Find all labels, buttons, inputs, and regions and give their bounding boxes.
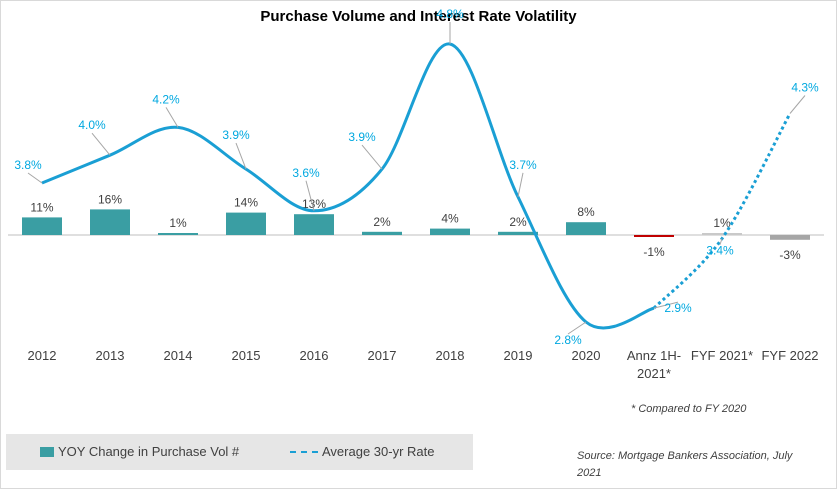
category-label-10: FYF 2021* [691, 348, 753, 363]
bar-label-9: -1% [643, 245, 665, 259]
chart-title: Purchase Volume and Interest Rate Volati… [260, 8, 577, 25]
rate-label-0: 3.8% [14, 158, 42, 172]
rate-leader-2 [165, 107, 179, 128]
category-label-9: Annz 1H- [627, 348, 681, 363]
rate-leader-7 [517, 172, 524, 198]
rate-leader-5 [361, 144, 383, 170]
bar-4 [294, 214, 334, 235]
rate-label-5: 3.9% [348, 130, 376, 144]
rate-leader-8 [567, 321, 587, 335]
category-label-8: 2020 [572, 348, 601, 363]
rate-label-10: 3.4% [706, 244, 734, 258]
bar-9 [634, 235, 674, 237]
category-label-11: FYF 2022 [761, 348, 818, 363]
bar-label-3: 14% [234, 196, 258, 210]
rate-line-dashed [652, 112, 792, 310]
bar-label-7: 2% [509, 215, 527, 229]
category-label-5: 2017 [368, 348, 397, 363]
legend-line-swatch [290, 450, 318, 453]
bar-label-2: 1% [169, 216, 187, 230]
rate-label-6: 4.8% [436, 7, 464, 21]
legend-item-line: Average 30-yr Rate [290, 444, 435, 459]
rate-label-1: 4.0% [78, 118, 106, 132]
bar-5 [362, 231, 402, 235]
rate-label-7: 3.7% [509, 158, 537, 172]
legend-label-line: Average 30-yr Rate [322, 444, 435, 459]
source-note: Source: Mortgage Bankers Association, Ju… [577, 450, 793, 479]
bar-0 [22, 217, 62, 235]
category-label-3: 2015 [232, 348, 261, 363]
bar-label-4: 13% [302, 197, 326, 211]
category-label-1: 2013 [96, 348, 125, 363]
category-label-7: 2019 [504, 348, 533, 363]
bar-label-10: 1% [713, 216, 731, 230]
category-label-9-line2: 2021* [637, 366, 671, 381]
bar-7 [498, 231, 538, 235]
bar-2 [158, 233, 198, 235]
legend-item-bars: YOY Change in Purchase Vol # [40, 444, 239, 459]
rate-leader-1 [91, 132, 111, 156]
rate-label-11: 4.3% [791, 81, 819, 95]
bar-6 [430, 228, 470, 235]
category-label-6: 2018 [436, 348, 465, 363]
rate-leader-10 [719, 238, 723, 245]
bar-label-0: 11% [30, 200, 53, 214]
bar-label-6: 4% [441, 212, 459, 226]
rate-leader-3 [235, 142, 247, 170]
rate-label-4: 3.6% [292, 166, 320, 180]
rate-leader-0 [27, 172, 43, 184]
rate-label-2: 4.2% [152, 92, 180, 106]
rate-leader-11 [789, 95, 806, 114]
rate-leader-9 [653, 301, 679, 309]
bar-label-11: -3% [779, 248, 801, 262]
rate-label-8: 2.8% [554, 333, 582, 347]
bar-11 [770, 235, 810, 240]
legend-label-bars: YOY Change in Purchase Vol # [58, 444, 240, 459]
rate-leader-4 [305, 180, 315, 211]
bar-10 [702, 233, 742, 235]
legend: YOY Change in Purchase Vol # Average 30-… [6, 434, 473, 470]
bar-label-1: 16% [98, 192, 122, 206]
footnote: * Compared to FY 2020 [631, 403, 747, 415]
bar-label-8: 8% [577, 205, 595, 219]
bar-8 [566, 222, 606, 235]
bar-label-5: 2% [373, 215, 391, 229]
category-label-4: 2016 [300, 348, 329, 363]
rate-line-solid [41, 42, 655, 330]
bar-1 [90, 209, 130, 235]
legend-bar-swatch [40, 446, 54, 457]
bar-3 [226, 212, 266, 235]
rate-label-3: 3.9% [222, 128, 250, 142]
category-label-2: 2014 [164, 348, 193, 363]
category-label-0: 2012 [28, 348, 57, 363]
rate-label-9: 2.9% [664, 301, 692, 315]
